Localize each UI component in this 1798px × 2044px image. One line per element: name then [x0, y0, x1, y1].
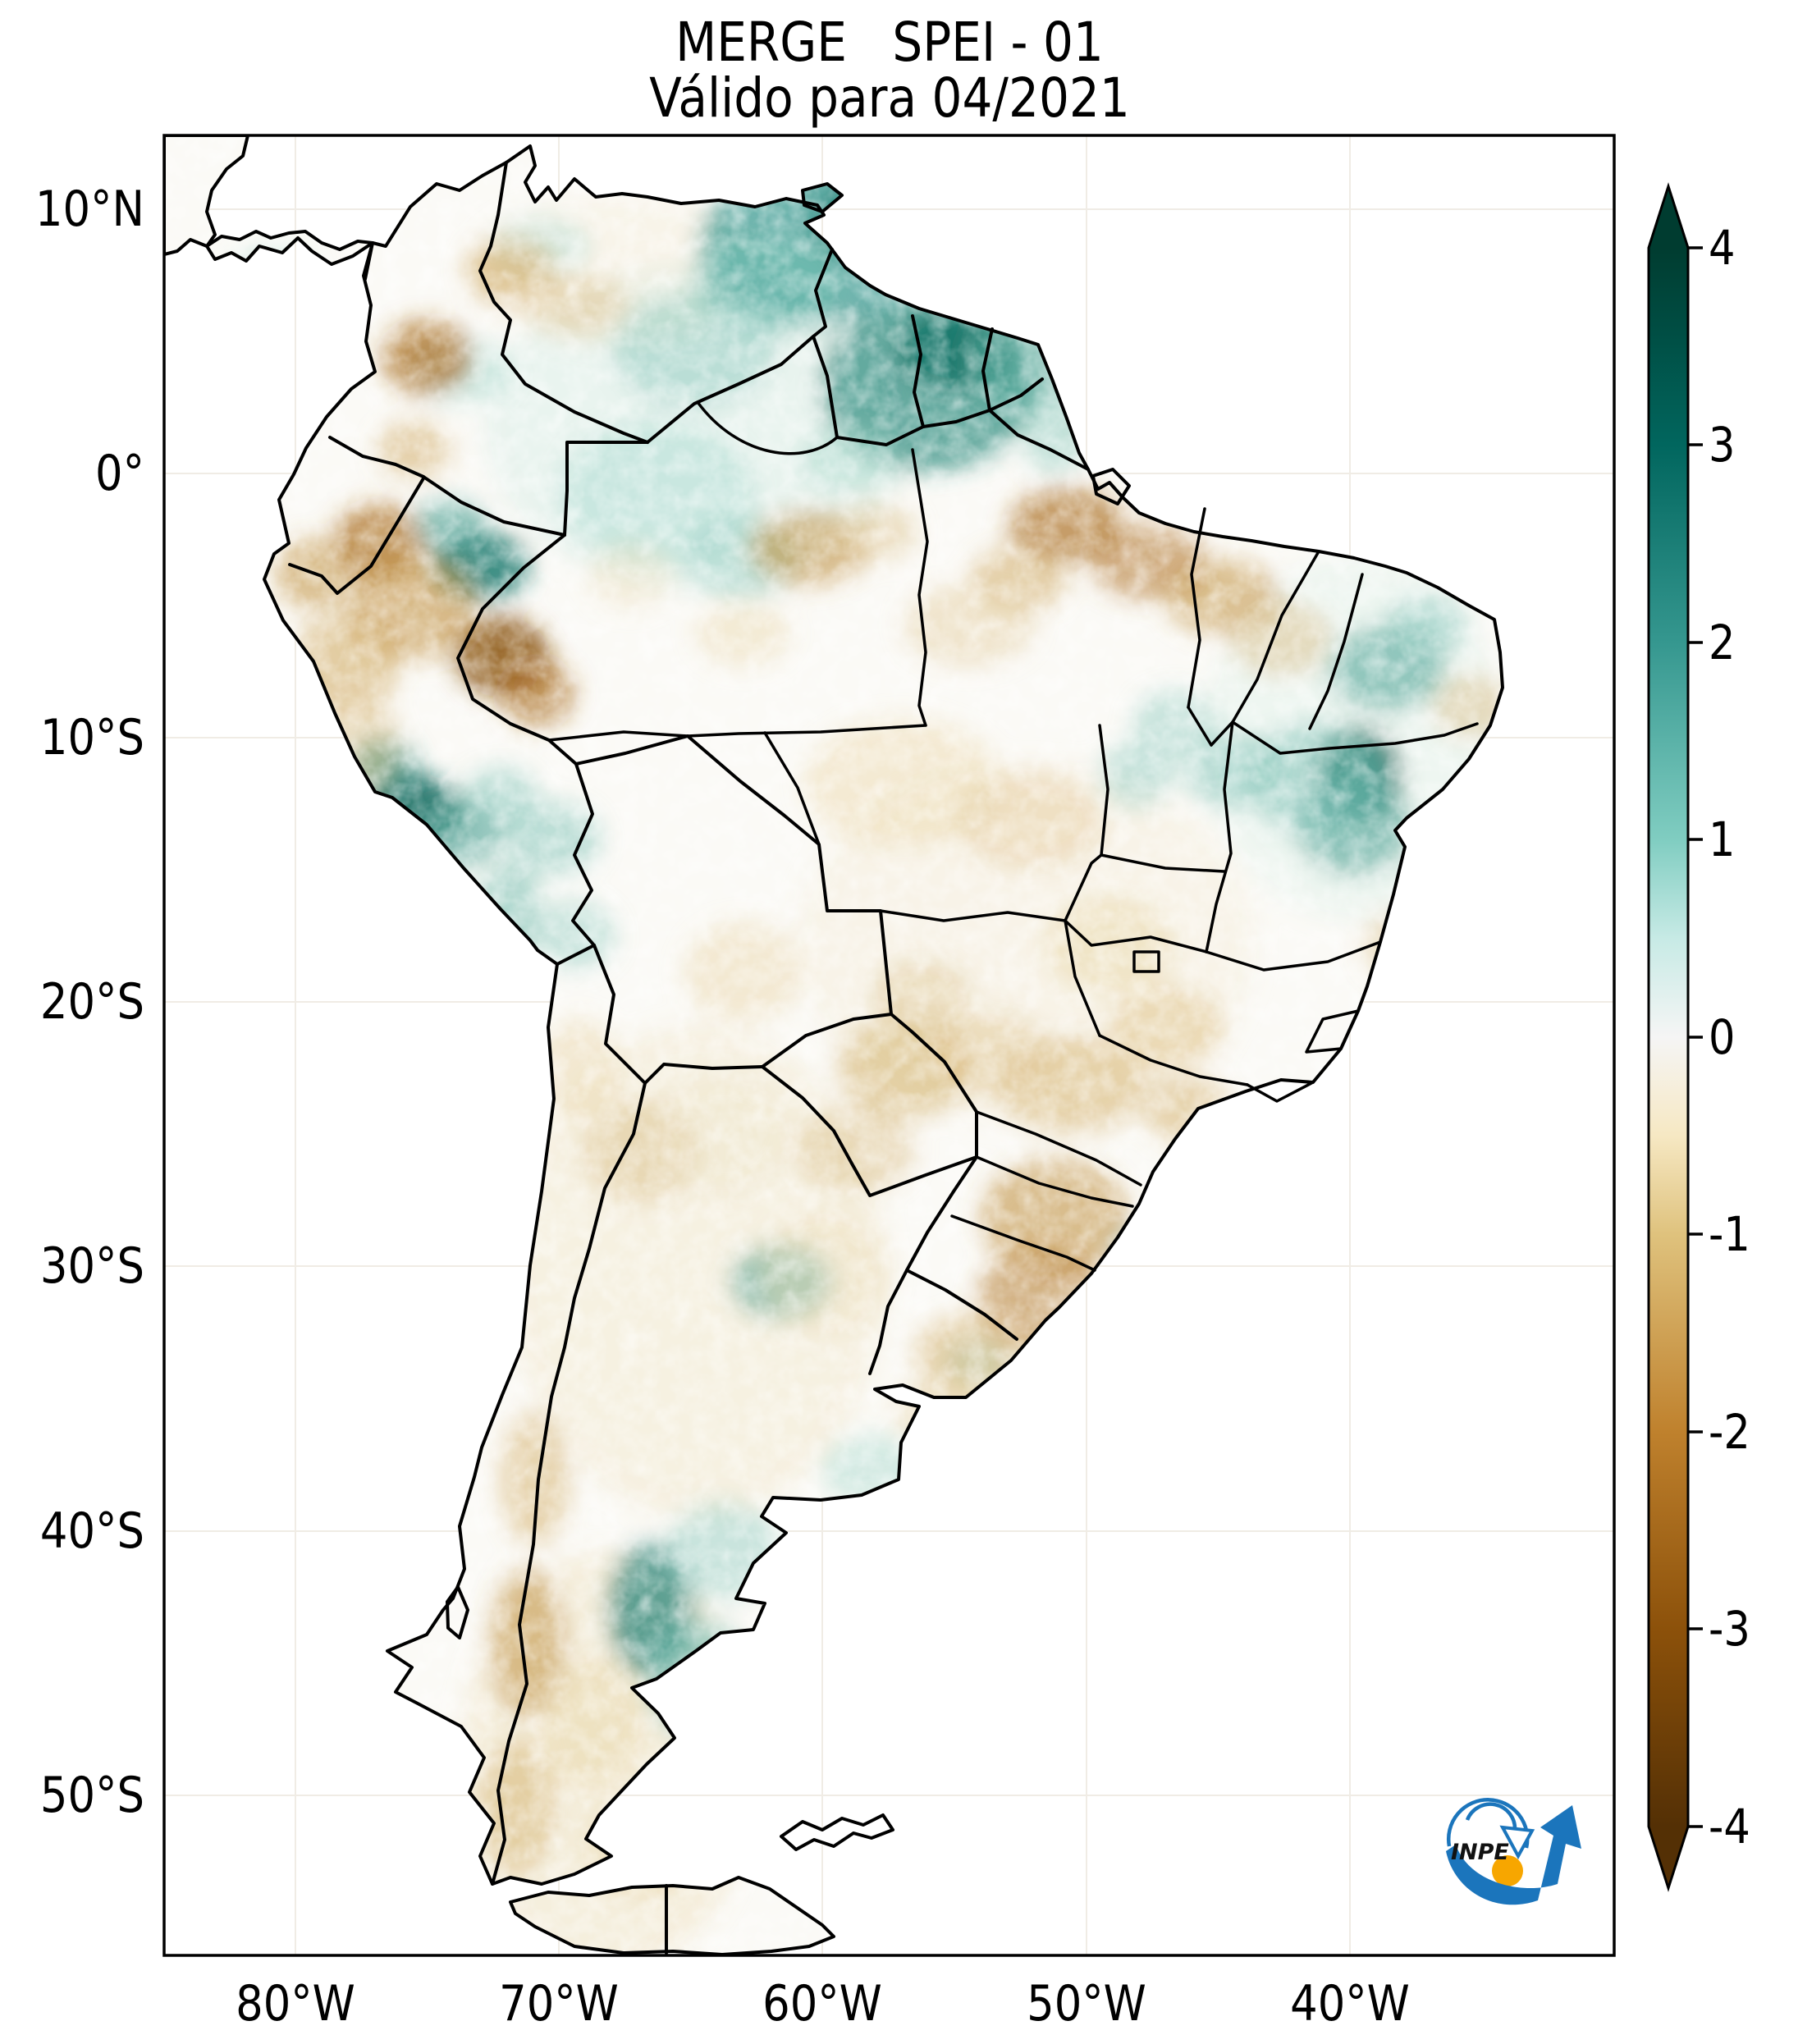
cbar-tick-m1: -1 — [1709, 1206, 1750, 1262]
lat-tick-20s: 20°S — [39, 973, 144, 1031]
cbar-tick-3: 3 — [1709, 417, 1736, 473]
inpe-logo-up-arrow-swoosh-icon — [1446, 1805, 1581, 1905]
figure-subtitle: Válido para 04/2021 — [649, 66, 1130, 130]
inpe-logo-down-arrow-icon — [1499, 1825, 1535, 1860]
lat-tick-50s: 50°S — [39, 1767, 144, 1824]
inpe-logo-text: INPE — [1451, 1840, 1509, 1865]
lon-tick-70w: 70°W — [499, 1975, 619, 2033]
lat-tick-0: 0° — [94, 445, 144, 502]
lon-tick-60w: 60°W — [762, 1975, 882, 2033]
cbar-tick-m4: -4 — [1709, 1799, 1750, 1854]
cbar-tick-m2: -2 — [1709, 1404, 1750, 1460]
lat-tick-30s: 30°S — [39, 1237, 144, 1295]
inpe-logo-orange-sphere-icon — [1492, 1855, 1523, 1886]
state-borders — [547, 400, 1479, 1272]
cbar-tick-m3: -3 — [1709, 1601, 1750, 1657]
map-frame — [162, 134, 1616, 1957]
cbar-tick-4: 4 — [1709, 220, 1736, 276]
cbar-tick-1: 1 — [1709, 812, 1736, 867]
colorbar — [1647, 182, 1703, 1892]
colorbar-gradient-bar — [1647, 182, 1690, 1892]
cbar-tick-2: 2 — [1709, 615, 1736, 670]
inpe-logo-outer-swirl-icon — [1447, 1798, 1530, 1849]
figure-title: MERGE SPEI - 01 — [675, 11, 1104, 74]
lon-tick-80w: 80°W — [236, 1975, 355, 2033]
lon-tick-50w: 50°W — [1027, 1975, 1146, 2033]
inpe-logo-inner-swirl-icon — [1465, 1802, 1517, 1831]
inpe-logo: INPE — [1446, 1798, 1581, 1905]
spei-anomaly-field — [164, 135, 1503, 1955]
lat-tick-10s: 10°S — [39, 709, 144, 766]
colorbar-tick-marks — [1688, 246, 1703, 1828]
raster-noise-texture — [164, 135, 1503, 1955]
cbar-tick-0: 0 — [1709, 1009, 1736, 1065]
lon-tick-40w: 40°W — [1290, 1975, 1410, 2033]
lat-tick-40s: 40°S — [39, 1502, 144, 1560]
country-borders — [288, 161, 1090, 1955]
lat-tick-10n: 10°N — [34, 181, 144, 238]
